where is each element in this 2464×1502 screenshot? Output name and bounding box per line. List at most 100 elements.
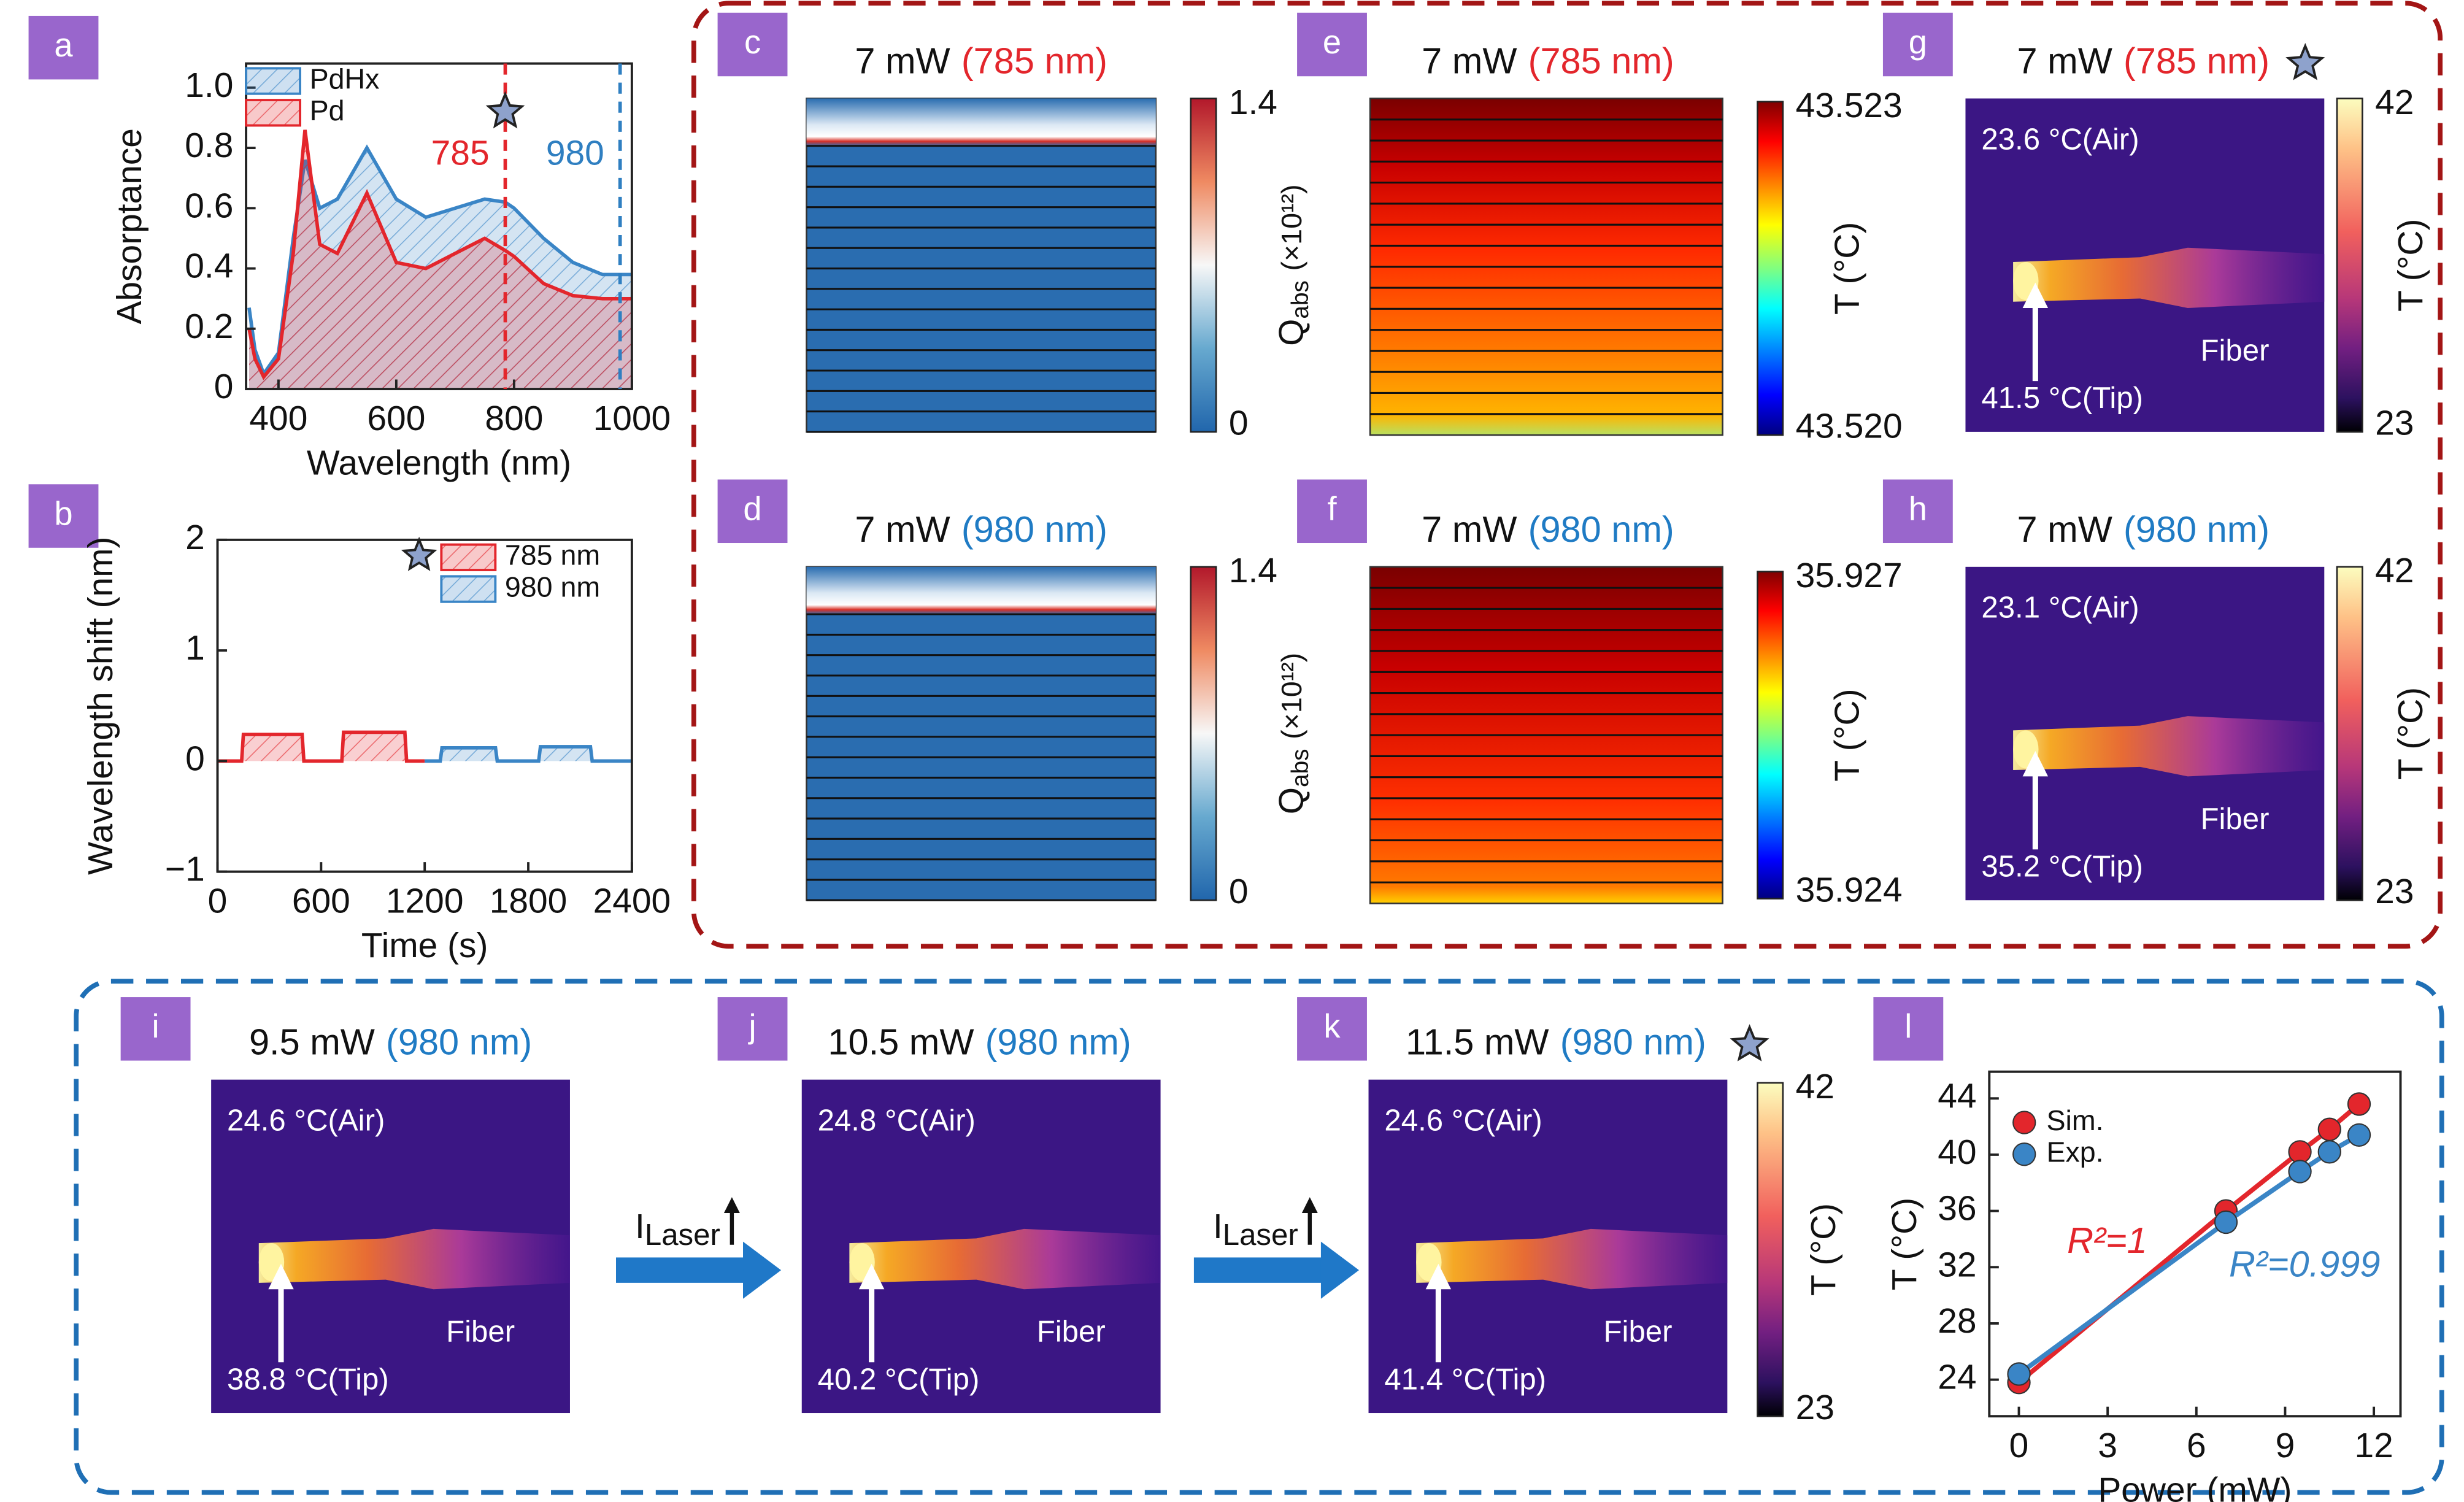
colorbar-min: 23 <box>1796 1388 1835 1427</box>
panel-label-box <box>1297 12 1367 77</box>
colorbar-title: T (°C) <box>1828 222 1867 315</box>
panel-label-box <box>717 997 788 1061</box>
heatmap <box>806 566 1157 901</box>
panel-title: 10.5 mW (980 nm) <box>828 1021 1131 1062</box>
series-line <box>425 745 632 763</box>
y-tick-label: 0 <box>185 739 205 778</box>
colorbar-unit: (×10¹²) <box>1276 653 1307 739</box>
panel-label: a <box>54 26 73 64</box>
panel-label-box <box>1873 997 1944 1061</box>
fiber-glow <box>1416 1228 1728 1290</box>
air-temperature: 23.1 °C(Air) <box>1981 591 2139 625</box>
colorbar-title: T (°C) <box>1804 1203 1843 1296</box>
panel-label-box <box>717 479 788 544</box>
colorbar <box>1190 98 1217 433</box>
point <box>2317 1117 2341 1141</box>
colorbar-max: 42 <box>2375 83 2414 122</box>
point <box>2288 1140 2312 1164</box>
panel-title: 7 mW (785 nm) <box>855 40 1107 81</box>
colorbar-min: 0 <box>1229 404 1249 443</box>
tip-temperature: 35.2 °C(Tip) <box>1981 849 2143 883</box>
title-power: 7 mW <box>2017 40 2112 81</box>
fiber-label: Fiber <box>1604 1315 1673 1349</box>
point <box>2007 1362 2031 1386</box>
panel-label: k <box>1323 1007 1341 1045</box>
tip-temperature: 40.2 °C(Tip) <box>818 1362 980 1396</box>
star-icon <box>485 91 525 129</box>
y-tick-label: 1 <box>185 628 205 668</box>
colorbar-min: 23 <box>2375 872 2414 911</box>
legend-label: Pd <box>310 94 345 126</box>
colorbar-symbol: Q <box>1272 319 1311 346</box>
marker-label: 980 <box>546 134 604 173</box>
panel-title: 7 mW (980 nm) <box>1422 509 1674 550</box>
air-temperature: 23.6 °C(Air) <box>1981 122 2139 156</box>
y-tick-label: 40 <box>1938 1133 1976 1172</box>
legend-swatch-hatch <box>441 576 496 602</box>
y-tick-label: 32 <box>1938 1245 1976 1284</box>
panel-label-box <box>717 12 788 77</box>
colorbar-min: 23 <box>2375 404 2414 443</box>
legend-label: 980 nm <box>505 571 600 603</box>
heatmap-band <box>806 566 1156 615</box>
y-tick-label: 0.8 <box>185 126 233 165</box>
point <box>2317 1140 2341 1164</box>
y-tick-label: 1.0 <box>185 66 233 105</box>
point <box>2347 1092 2371 1116</box>
panel-title: 11.5 mW (980 nm) <box>1406 1021 1706 1062</box>
y-tick-label: 2 <box>185 518 205 557</box>
title-wavelength: (980 nm) <box>386 1021 532 1062</box>
x-tick-label: 800 <box>485 399 543 438</box>
legend-marker <box>2012 1111 2036 1134</box>
legend-swatch-hatch <box>441 544 496 571</box>
title-wavelength: (980 nm) <box>1528 509 1674 550</box>
colorbar <box>1757 571 1784 899</box>
y-tick-label: 0.2 <box>185 307 233 346</box>
title-wavelength: (980 nm) <box>2123 509 2270 550</box>
x-tick-label: 9 <box>2276 1426 2295 1465</box>
panel-label: l <box>1904 1007 1912 1045</box>
heatmap <box>806 98 1157 433</box>
panel-label: i <box>152 1007 160 1045</box>
title-wavelength: (785 nm) <box>2123 40 2270 81</box>
title-power: 10.5 mW <box>828 1021 974 1062</box>
fiber-label: Fiber <box>446 1315 515 1349</box>
tip-temperature: 41.4 °C(Tip) <box>1384 1362 1546 1396</box>
tip-arrowhead <box>2022 282 2049 309</box>
panel-label: c <box>744 23 761 61</box>
panel-label: g <box>1909 23 1927 61</box>
fiber-label: Fiber <box>2200 333 2269 367</box>
legend-label: PdHx <box>310 63 380 94</box>
point <box>2214 1210 2238 1234</box>
y-tick-label: 36 <box>1938 1189 1976 1228</box>
colorbar <box>1757 1082 1784 1417</box>
title-wavelength: (980 nm) <box>961 509 1107 550</box>
group-frame <box>691 1 2443 949</box>
panel-title: 7 mW (980 nm) <box>855 509 1107 550</box>
y-tick-label: 0 <box>214 367 234 406</box>
tip-arrowhead <box>1425 1263 1452 1290</box>
air-temperature: 24.6 °C(Air) <box>227 1103 385 1137</box>
y-tick-label: −1 <box>165 850 205 889</box>
fiber-label: Fiber <box>2200 802 2269 836</box>
y-tick-label: 28 <box>1938 1301 1976 1341</box>
colorbar-max: 1.4 <box>1229 551 1277 590</box>
annotation: R²=1 <box>2067 1220 2147 1261</box>
colorbar-symbol: Q <box>1272 787 1311 814</box>
colorbar-title: T (°C) <box>1828 688 1867 781</box>
panel-label: e <box>1323 23 1341 61</box>
colorbar-title: T (°C) <box>2391 687 2430 780</box>
area-hatch <box>217 732 425 761</box>
tip-arrowhead <box>858 1263 885 1290</box>
x-tick-label: 1000 <box>593 399 671 438</box>
fiber-glow <box>258 1228 570 1290</box>
annotation: R²=0.999 <box>2229 1244 2380 1285</box>
laser-symbol: I <box>1213 1207 1223 1246</box>
legend-marker <box>2012 1142 2036 1166</box>
title-power: 11.5 mW <box>1406 1021 1549 1062</box>
star-icon <box>1730 1024 1769 1061</box>
panel-label-box <box>28 484 99 548</box>
title-power: 9.5 mW <box>249 1021 375 1062</box>
colorbar-title: Qabs (×10¹²) <box>1272 185 1314 346</box>
x-tick-label: 3 <box>2098 1426 2117 1465</box>
